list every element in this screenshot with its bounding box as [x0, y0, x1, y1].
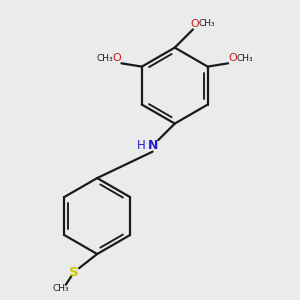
Text: O: O	[228, 53, 237, 63]
Text: O: O	[190, 19, 199, 28]
Text: O: O	[113, 53, 122, 63]
Text: S: S	[69, 266, 79, 279]
Text: H: H	[137, 139, 146, 152]
Text: CH₃: CH₃	[236, 54, 253, 63]
Text: CH₃: CH₃	[52, 284, 69, 293]
Text: CH₃: CH₃	[199, 19, 215, 28]
Text: N: N	[148, 139, 158, 152]
Text: CH₃: CH₃	[97, 54, 113, 63]
